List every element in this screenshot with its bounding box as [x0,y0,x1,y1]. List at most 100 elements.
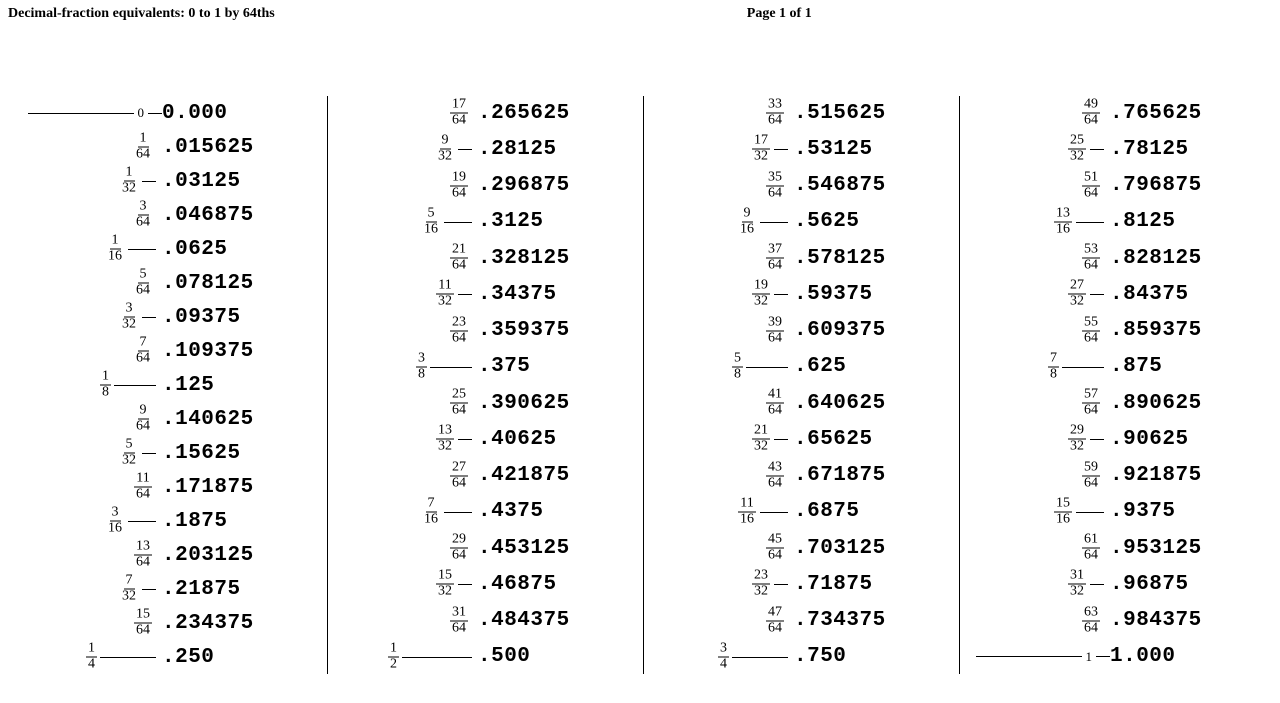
fraction: 5764 [1082,388,1100,419]
fraction-zone: 2532 [970,132,1110,166]
fraction-denominator: 64 [134,284,152,299]
fraction-numerator: 1 [388,641,399,657]
table-row: 2332.71875 [654,567,949,601]
fraction-denominator: 32 [120,590,138,605]
ruler-line [458,149,472,150]
fraction: 2564 [450,388,468,419]
fraction-zone: 5364 [970,241,1110,275]
decimal-value: .234375 [162,612,254,635]
fraction-numerator: 31 [450,605,468,621]
fraction-zone: 732 [22,572,162,606]
fraction-zone: 2132 [654,422,794,456]
fraction-numerator: 27 [1068,279,1086,295]
fraction-numerator: 21 [450,243,468,259]
fraction-numerator: 13 [134,540,152,556]
fraction: 1764 [450,98,468,129]
decimal-value: .703125 [794,537,886,560]
fraction-denominator: 16 [106,522,124,537]
table-row: 2564.390625 [338,386,633,420]
fraction-denominator: 32 [1068,585,1086,600]
fraction-numerator: 9 [138,404,149,420]
table-row: 2164.328125 [338,241,633,275]
fraction: 1564 [134,608,152,639]
decimal-value: 0.000 [162,102,228,125]
fraction-numerator: 61 [1082,533,1100,549]
fraction-denominator: 32 [436,440,454,455]
fraction-denominator: 64 [766,259,784,274]
decimal-value: .984375 [1110,609,1202,632]
table-row: 332 .09375 [22,300,317,334]
fraction: 516 [422,206,440,237]
ruler-line [430,367,472,368]
ruler-line [774,439,788,440]
fraction-zone: 1532 [338,567,478,601]
fraction-denominator: 16 [1054,512,1072,527]
table-row: 2964.453125 [338,531,633,565]
table-row: 3764.578125 [654,241,949,275]
fraction: 564 [134,268,152,299]
fraction-denominator: 64 [1082,621,1100,636]
fraction-denominator: 64 [1082,259,1100,274]
fraction-numerator: 3 [124,302,135,318]
fraction-denominator: 16 [422,222,440,237]
fraction-numerator: 1 [100,370,111,386]
table-row: 6164.953125 [970,531,1266,565]
fraction: 164 [134,132,152,163]
table-row: 2764.421875 [338,459,633,493]
fraction-numerator: 19 [450,170,468,186]
ruler-line [142,453,156,454]
fraction-zone: 1764 [338,96,478,130]
fraction: 78 [1048,351,1059,382]
fraction-numerator: 25 [1068,134,1086,150]
fraction-numerator: 1 [124,166,135,182]
fraction-zone: 4764 [654,604,794,638]
fraction-denominator: 32 [120,182,138,197]
decimal-value: .8125 [1110,210,1176,233]
decimal-value: .46875 [478,573,557,596]
fraction-denominator: 32 [120,318,138,333]
fraction-numerator: 3 [110,506,121,522]
fraction-denominator: 64 [134,624,152,639]
fraction: 316 [106,506,124,537]
decimal-value: .546875 [794,174,886,197]
fraction-numerator: 23 [752,569,770,585]
decimal-value: .671875 [794,464,886,487]
decimal-value: .6875 [794,500,860,523]
table-row: 1116.6875 [654,495,949,529]
fraction-numerator: 5 [138,268,149,284]
fraction-denominator: 64 [450,404,468,419]
decimal-value: .3125 [478,210,544,233]
fraction-denominator: 64 [134,148,152,163]
page: Decimal-fraction equivalents: 0 to 1 by … [0,0,1280,682]
fraction-numerator: 3 [718,641,729,657]
fraction-numerator: 27 [450,460,468,476]
decimal-value: .28125 [478,138,557,161]
table-row: 164.015625 [22,130,317,164]
fraction-numerator: 5 [426,206,437,222]
fraction-zone: 1116 [654,495,794,529]
decimal-value: .640625 [794,392,886,415]
fraction-numerator: 7 [1048,351,1059,367]
decimal-value: .09375 [162,306,241,329]
ruler-line [760,512,788,513]
ruler-line [114,385,156,386]
decimal-value: .40625 [478,428,557,451]
fraction: 332 [120,302,138,333]
decimal-value: .500 [478,645,530,668]
fraction-zone: 4364 [654,459,794,493]
fraction: 1332 [436,424,454,455]
fraction-numerator: 39 [766,315,784,331]
decimal-value: .203125 [162,544,254,567]
fraction-zone: 4164 [654,386,794,420]
ruler-line [444,512,472,513]
decimal-value: .250 [162,646,214,669]
fraction: 964 [134,404,152,435]
fraction-numerator: 41 [766,388,784,404]
fraction-denominator: 32 [120,454,138,469]
table-row: 1564 .234375 [22,606,317,640]
fraction-denominator: 64 [134,488,152,503]
ruler-line [142,589,156,590]
ruler-line [402,657,472,658]
fraction: 12 [388,641,399,672]
fraction-zone: 14 [22,640,162,674]
